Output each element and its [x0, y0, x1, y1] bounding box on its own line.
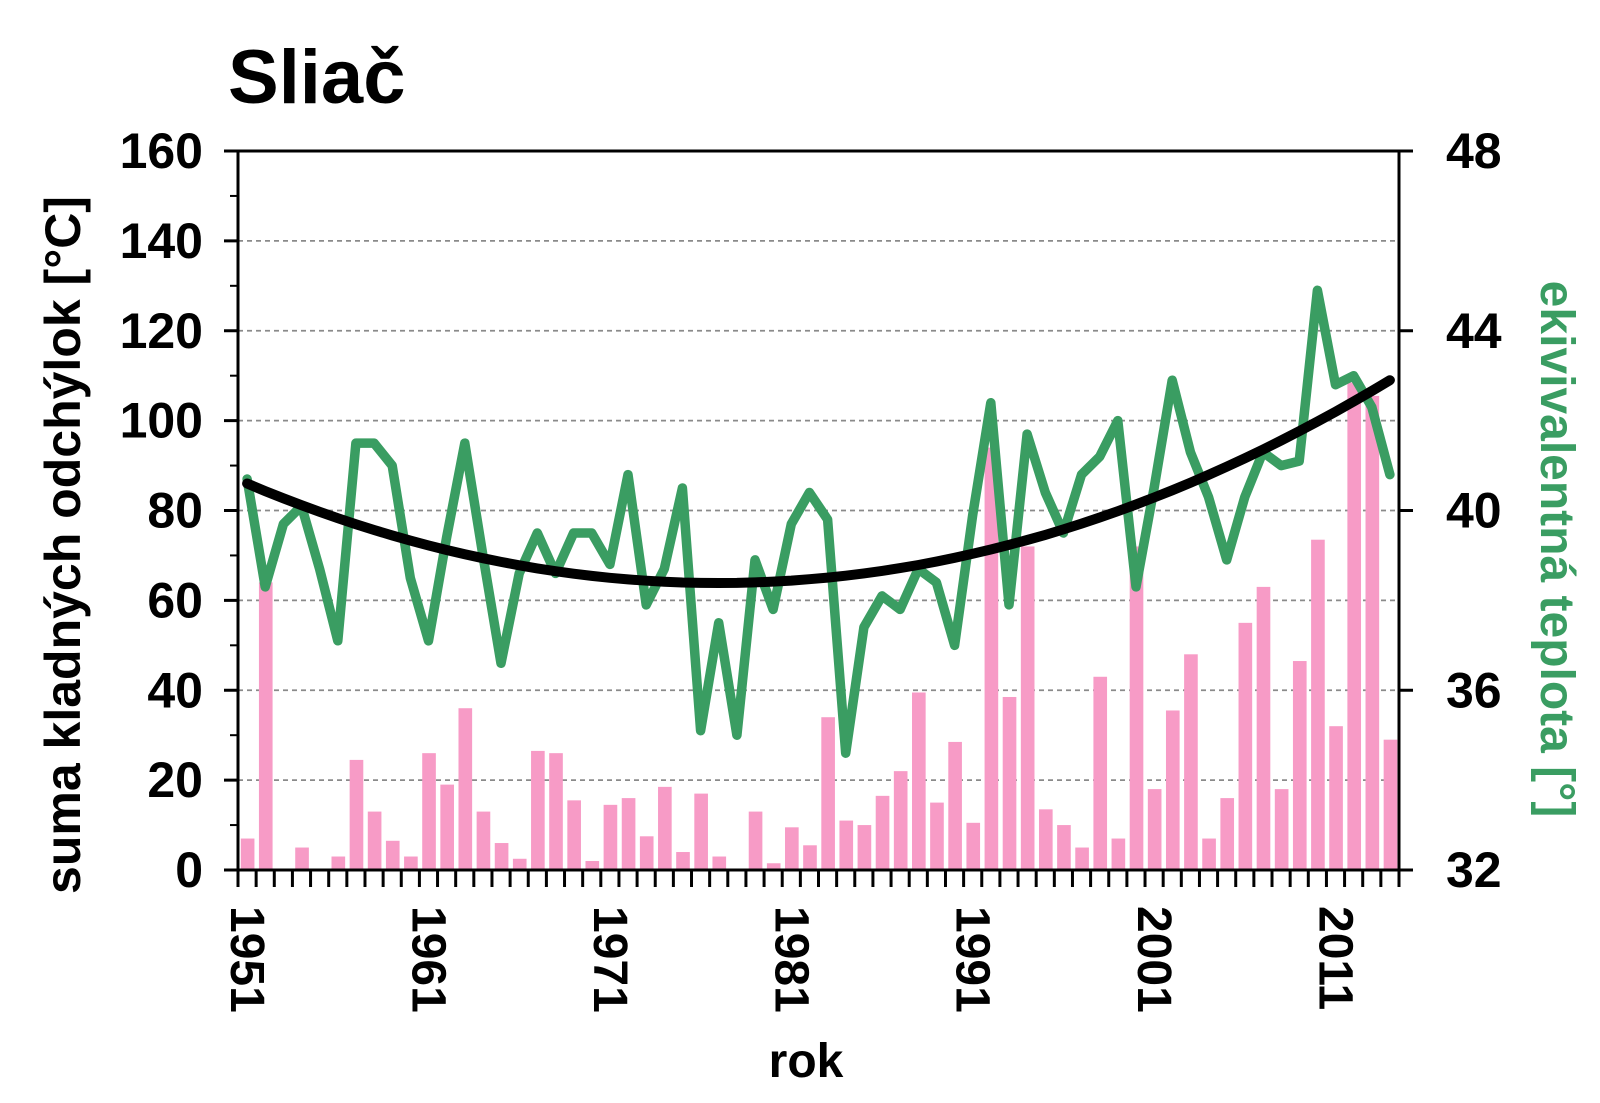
right-tick-label: 40: [1446, 483, 1502, 539]
bar-1982: [803, 845, 817, 870]
bar-1998: [1093, 676, 1108, 870]
bar-2002: [1165, 710, 1180, 870]
bar-2014: [1383, 739, 1398, 870]
left-axis-title: suma kladných odchýlok [°C]: [35, 196, 91, 894]
bar-1990: [948, 741, 962, 870]
bar-1985: [857, 825, 872, 870]
left-tick-label: 60: [147, 572, 203, 628]
bar-1991: [966, 822, 981, 870]
bar-1973: [639, 836, 654, 870]
bar-2005: [1220, 798, 1235, 870]
bar-1983: [821, 717, 835, 870]
right-tick-label: 36: [1446, 662, 1502, 718]
bar-1960: [404, 856, 418, 870]
bar-2008: [1274, 789, 1289, 870]
bar-1987: [893, 771, 908, 870]
bar-1965: [494, 843, 509, 870]
left-tick-label: 80: [147, 483, 203, 539]
bar-1974: [658, 786, 672, 870]
bar-1999: [1111, 838, 1126, 870]
right-tick-label: 48: [1446, 123, 1502, 179]
bar-1977: [712, 856, 727, 870]
x-tick-label: 1971: [583, 906, 636, 1013]
bar-1957: [349, 759, 364, 870]
trend-line: [242, 375, 1395, 588]
chart-title: Sliač: [228, 35, 405, 120]
bar-1964: [476, 811, 491, 870]
bar-1993: [1002, 696, 1017, 870]
bar-1961: [422, 753, 436, 870]
bar-1980: [766, 863, 781, 870]
bar-1970: [585, 861, 600, 870]
bar-2006: [1238, 622, 1253, 870]
x-axis-title: rok: [769, 1035, 844, 1088]
x-tick-label: 1981: [764, 906, 817, 1013]
bar-1951: [240, 838, 255, 870]
right-axis-title: ekivivalentná teplota [°]: [1530, 281, 1583, 818]
bar-2013: [1365, 395, 1380, 870]
line-equivalent-temperature: [242, 285, 1395, 758]
x-tick-label: 1951: [220, 906, 273, 1013]
right-tick-label: 32: [1446, 842, 1502, 898]
bar-2012: [1347, 382, 1362, 870]
left-tick-label: 40: [147, 662, 203, 718]
bar-1984: [839, 820, 854, 870]
bar-1966: [512, 858, 527, 870]
bar-2000: [1129, 546, 1144, 870]
bar-1986: [875, 795, 890, 870]
left-tick-label: 160: [120, 123, 203, 179]
left-tick-label: 20: [147, 752, 203, 808]
bar-1958: [367, 811, 382, 870]
bar-1995: [1038, 809, 1053, 870]
x-tick-label: 1961: [402, 906, 455, 1013]
bar-1994: [1020, 546, 1035, 870]
left-tick-label: 100: [120, 393, 203, 449]
bar-1959: [385, 840, 400, 870]
bar-1975: [676, 852, 690, 870]
bar-1963: [458, 708, 473, 870]
bar-1996: [1057, 825, 1071, 870]
right-tick-label: 44: [1446, 303, 1502, 359]
bar-1954: [295, 847, 309, 870]
x-tick-label: 2011: [1309, 906, 1362, 1010]
bar-2011: [1329, 726, 1343, 870]
bar-2009: [1292, 661, 1307, 870]
bar-1976: [694, 793, 708, 870]
bar-1962: [440, 784, 454, 870]
bar-1956: [331, 856, 346, 870]
bar-2001: [1147, 789, 1162, 870]
bar-1969: [567, 800, 581, 870]
bar-1979: [748, 811, 763, 870]
bar-2010: [1311, 539, 1325, 870]
bar-1981: [785, 827, 799, 870]
bar-2004: [1202, 838, 1216, 870]
left-tick-label: 120: [120, 303, 203, 359]
bar-1967: [531, 750, 545, 870]
left-tick-label: 140: [120, 213, 203, 269]
bar-1989: [930, 802, 944, 870]
left-tick-label: 0: [175, 842, 203, 898]
plot-area: 0 20 40 60 80 100 120 140 160 32 36 40 44 48 1951 1961 1…: [120, 123, 1502, 1013]
bar-1997: [1075, 847, 1089, 870]
bar-1988: [912, 692, 926, 870]
bar-1971: [603, 804, 618, 870]
x-tick-label: 2001: [1127, 906, 1180, 1013]
bar-1972: [621, 798, 636, 870]
bar-1952: [258, 582, 273, 870]
x-tick-label: 1991: [946, 906, 999, 1013]
bar-2003: [1184, 654, 1198, 870]
bar-2007: [1256, 586, 1271, 870]
bar-1968: [549, 753, 563, 870]
